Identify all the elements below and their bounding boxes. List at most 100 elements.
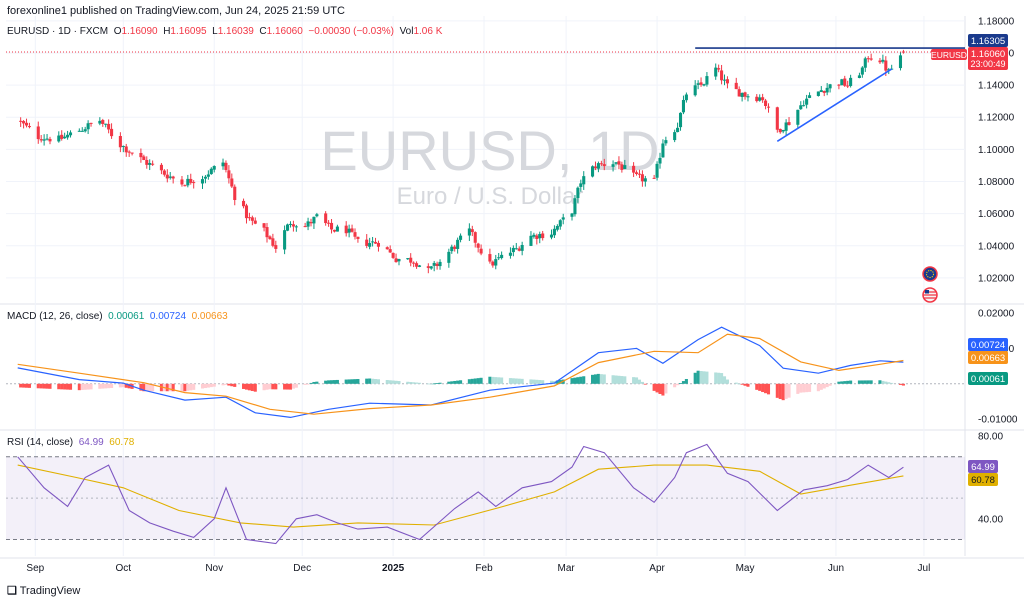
y-tick-label: 1.18000 xyxy=(978,16,1015,27)
macd-hist-bar xyxy=(488,376,492,384)
rsi-ma-value: 60.78 xyxy=(109,437,135,448)
macd-hist-bar xyxy=(652,383,656,391)
candle-body xyxy=(702,84,706,86)
macd-hist-bar xyxy=(230,383,234,387)
macd-hist-bar xyxy=(623,376,627,384)
macd-hist-bar xyxy=(48,383,52,389)
macd-hist-bar xyxy=(347,379,351,384)
candle-body xyxy=(274,245,278,249)
candle-body xyxy=(602,164,606,167)
candle-body xyxy=(576,187,580,199)
macd-hist-bar xyxy=(802,383,806,393)
candle-body xyxy=(611,164,615,167)
macd-hist-bar xyxy=(42,383,46,389)
candle-body xyxy=(86,123,90,130)
macd-hist-bar xyxy=(676,383,680,386)
candle-body xyxy=(869,58,873,60)
macd-hist-bar xyxy=(532,379,536,384)
macd-hist-bar xyxy=(262,383,266,391)
macd-hist-bar xyxy=(555,380,559,384)
candle-body xyxy=(541,233,545,239)
macd-hist-bar xyxy=(696,370,700,384)
rsi-title[interactable]: RSI (14, close) xyxy=(7,437,74,448)
macd-hist-bar xyxy=(743,383,747,386)
candle-body xyxy=(206,174,210,177)
y-tick-label: 1.10000 xyxy=(978,145,1015,156)
macd-hist-bar xyxy=(206,383,210,388)
watermark-ticker: EURUSD, 1D xyxy=(320,119,659,182)
macd-hist-value: 0.00663 xyxy=(191,311,228,322)
candle-body xyxy=(746,96,750,98)
candle-body xyxy=(529,235,533,246)
rsi-line xyxy=(17,443,904,545)
trendline[interactable] xyxy=(776,68,893,143)
candle-body xyxy=(335,226,339,232)
macd-hist-bar xyxy=(142,383,146,392)
macd-hist-bar xyxy=(593,374,598,384)
macd-hist-bar xyxy=(118,383,122,388)
candle-body xyxy=(19,120,23,122)
candle-body xyxy=(784,122,788,131)
macd-hist-bar xyxy=(520,378,524,384)
macd-hist-bar xyxy=(620,376,624,384)
currency-flags[interactable] xyxy=(922,266,938,303)
candle-body xyxy=(500,254,504,259)
macd-hist-bar xyxy=(714,372,718,384)
candle-body xyxy=(189,178,193,183)
candle-body xyxy=(312,216,316,224)
macd-hist-bar xyxy=(640,381,644,384)
low-value: 1.16039 xyxy=(217,26,254,37)
candle-body xyxy=(705,76,709,85)
candle-body xyxy=(579,183,583,187)
macd-hist-bar xyxy=(673,383,677,388)
macd-value-tag-bg xyxy=(968,372,1008,385)
candle-body xyxy=(265,227,269,238)
macd-hist-bar xyxy=(332,380,337,384)
symbol-label[interactable]: EURUSD · 1D · FXCM xyxy=(7,26,109,37)
macd-hist-bar xyxy=(268,383,272,390)
candle-body xyxy=(535,235,539,240)
tradingview-footer[interactable]: ❑ TradingView xyxy=(7,584,80,597)
candle-body xyxy=(186,178,190,186)
candle-body xyxy=(617,161,621,165)
macd-hist-bar xyxy=(200,383,205,389)
candle-body xyxy=(828,84,832,89)
macd-hist-bar xyxy=(720,373,724,384)
candle-body xyxy=(473,232,477,243)
macd-hist-bar xyxy=(417,382,422,384)
candle-body xyxy=(39,139,43,141)
candle-body xyxy=(130,152,134,154)
candle-body xyxy=(145,159,149,165)
macd-hist-bar xyxy=(327,380,331,384)
macd-hist-bar xyxy=(77,383,81,391)
candle-body xyxy=(391,252,395,258)
macd-hist-bar xyxy=(24,383,29,388)
candle-body xyxy=(162,170,166,175)
macd-signal-tag-bg xyxy=(968,338,1008,351)
macd-hist-bar xyxy=(121,383,125,388)
candle-body xyxy=(582,176,586,185)
macd-hist-bar xyxy=(80,383,84,390)
candle-body xyxy=(356,236,360,239)
candle-body xyxy=(661,143,665,158)
candle-body xyxy=(743,92,747,97)
x-tick-label: May xyxy=(736,563,755,574)
symbol-tag: EURUSD xyxy=(931,50,967,60)
macd-hist-bar xyxy=(453,380,457,384)
macd-hist-bar xyxy=(558,380,562,384)
macd-hist-bar xyxy=(385,380,389,384)
macd-hist-bar xyxy=(335,379,339,384)
close-value: 1.16060 xyxy=(266,26,303,37)
candle-body xyxy=(734,82,738,90)
x-tick-label: Nov xyxy=(205,563,223,574)
macd-title[interactable]: MACD (12, 26, close) xyxy=(7,311,103,322)
eu-flag-icon[interactable] xyxy=(922,266,938,282)
macd-hist-bar xyxy=(470,378,474,384)
candle-body xyxy=(203,176,207,179)
macd-hist-bar xyxy=(693,372,697,384)
drawings[interactable] xyxy=(6,47,965,143)
macd-hist-bar xyxy=(746,383,750,387)
macd-hist-bar xyxy=(866,380,870,384)
candle-body xyxy=(470,229,474,233)
